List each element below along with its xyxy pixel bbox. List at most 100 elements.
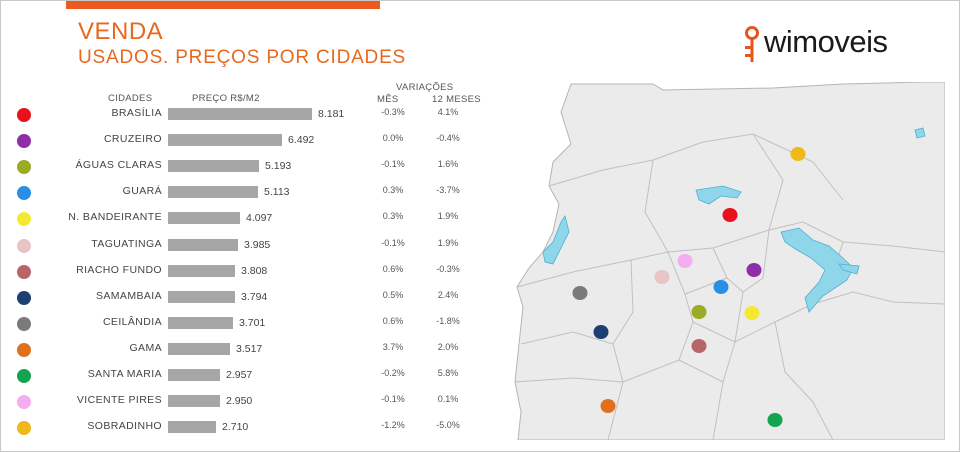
city-label: CRUZEIRO <box>103 133 162 146</box>
lakes <box>542 127 926 313</box>
federal-district-map <box>514 82 945 440</box>
table-row: TAGUATINGA 3.985 -0.1% 1.9% <box>0 233 520 259</box>
price-value: 2.957 <box>226 369 253 381</box>
variation-month: -1.2% <box>381 420 405 431</box>
map-marker <box>691 339 707 353</box>
variation-12-months: 1.9% <box>437 237 459 248</box>
table-row: CRUZEIRO 6.492 0.0% -0.4% <box>0 128 520 154</box>
map-marker <box>600 399 616 413</box>
table-row: SAMAMBAIA 3.794 0.5% 2.4% <box>0 285 520 311</box>
header-cidades: CIDADES <box>108 93 153 104</box>
city-color-dot <box>17 134 31 149</box>
price-value: 6.492 <box>288 134 315 147</box>
variation-12-months: -5.0% <box>436 420 460 431</box>
table-row: GAMA 3.517 3.7% 2.0% <box>0 337 520 363</box>
price-bar <box>168 342 230 355</box>
map-marker <box>713 280 729 294</box>
variation-month: -0.1% <box>381 394 405 405</box>
price-bar <box>168 238 238 251</box>
table-row: SOBRADINHO 2.710 -1.2% -5.0% <box>0 415 520 441</box>
city-markers <box>572 147 806 427</box>
variation-12-months: -1.8% <box>436 315 460 326</box>
city-label: GAMA <box>129 341 162 354</box>
price-bar <box>168 212 240 225</box>
variation-12-months: -0.3% <box>436 263 460 274</box>
price-value: 2.950 <box>226 395 253 408</box>
city-label: SAMAMBAIA <box>95 289 162 302</box>
variation-12-months: -3.7% <box>436 185 460 196</box>
variation-month: 3.7% <box>382 341 404 352</box>
city-color-dot <box>17 316 31 331</box>
page-subtitle: USADOS. PREÇOS POR CIDADES <box>78 47 407 68</box>
price-value: 2.710 <box>222 421 249 434</box>
variation-month: -0.2% <box>381 368 405 378</box>
city-color-dot <box>17 160 31 175</box>
table-row: GUARÁ 5.113 0.3% -3.7% <box>0 180 520 206</box>
header-mes: MÊS <box>377 94 399 105</box>
city-color-dot <box>17 212 31 227</box>
map-marker <box>767 413 783 427</box>
wimoveis-logo: wimoveis <box>742 22 932 68</box>
page-title: VENDA <box>78 18 164 45</box>
variation-month: -0.1% <box>381 237 405 248</box>
city-color-dot <box>17 264 31 279</box>
table-row: SANTA MARIA 2.957 -0.2% 5.8% <box>0 363 520 389</box>
city-label: ÁGUAS CLARAS <box>75 159 162 172</box>
table-row: RIACHO FUNDO 3.808 0.6% -0.3% <box>0 259 520 285</box>
map-marker <box>691 305 707 319</box>
map-marker <box>744 306 760 320</box>
logo-text: wimoveis <box>764 24 888 59</box>
price-bar <box>168 160 259 173</box>
city-color-dot <box>17 395 31 410</box>
header-12-meses: 12 MESES <box>432 94 481 105</box>
city-color-dot <box>17 342 31 357</box>
city-label: TAGUATINGA <box>91 237 162 250</box>
price-bar <box>168 421 216 434</box>
table-row: ÁGUAS CLARAS 5.193 -0.1% 1.6% <box>0 154 520 180</box>
map-marker <box>593 325 609 339</box>
header-variacoes: VARIAÇÕES <box>396 82 454 93</box>
map-region-outline <box>514 82 945 440</box>
variation-12-months: 1.9% <box>437 211 459 222</box>
price-bar <box>168 395 220 408</box>
region-boundaries <box>514 133 945 440</box>
price-value: 3.985 <box>244 238 271 251</box>
price-bar <box>168 134 282 147</box>
table-row: N. BANDEIRANTE 4.097 0.3% 1.9% <box>0 206 520 232</box>
variation-12-months: 2.0% <box>437 341 459 352</box>
city-label: VICENTE PIRES <box>76 394 162 407</box>
map-marker <box>722 208 738 222</box>
table-row: CEILÂNDIA 3.701 0.6% -1.8% <box>0 311 520 337</box>
price-value: 3.701 <box>239 316 266 329</box>
price-bar <box>168 186 258 199</box>
price-value: 3.808 <box>241 264 268 277</box>
price-bar <box>168 316 233 329</box>
price-value: 8.181 <box>318 108 345 120</box>
price-value: 4.097 <box>246 212 273 225</box>
price-bar <box>168 290 235 303</box>
map-marker <box>790 147 806 161</box>
variation-month: 0.3% <box>382 211 404 222</box>
variation-month: 0.6% <box>382 263 404 274</box>
city-color-dot <box>17 108 31 122</box>
header-preco: PREÇO R$/M2 <box>192 93 260 104</box>
map-marker <box>654 270 670 284</box>
variation-month: 0.6% <box>382 315 404 326</box>
price-value: 3.517 <box>236 342 263 355</box>
city-color-dot <box>17 369 31 383</box>
variation-month: 0.5% <box>382 289 404 300</box>
table-row: BRASÍLIA 8.181 -0.3% 4.1% <box>0 102 520 128</box>
price-value: 3.794 <box>241 290 268 303</box>
variation-12-months: 2.4% <box>437 289 459 300</box>
key-icon <box>745 26 759 62</box>
city-label: RIACHO FUNDO <box>76 263 162 276</box>
variation-month: -0.1% <box>381 159 405 170</box>
city-label: BRASÍLIA <box>111 107 162 119</box>
city-color-dot <box>17 238 31 253</box>
price-bar <box>168 369 220 381</box>
variation-12-months: 5.8% <box>437 368 459 378</box>
price-bar <box>168 108 312 120</box>
city-color-dot <box>17 290 31 305</box>
variation-month: -0.3% <box>381 107 405 117</box>
variation-12-months: -0.4% <box>436 133 460 144</box>
